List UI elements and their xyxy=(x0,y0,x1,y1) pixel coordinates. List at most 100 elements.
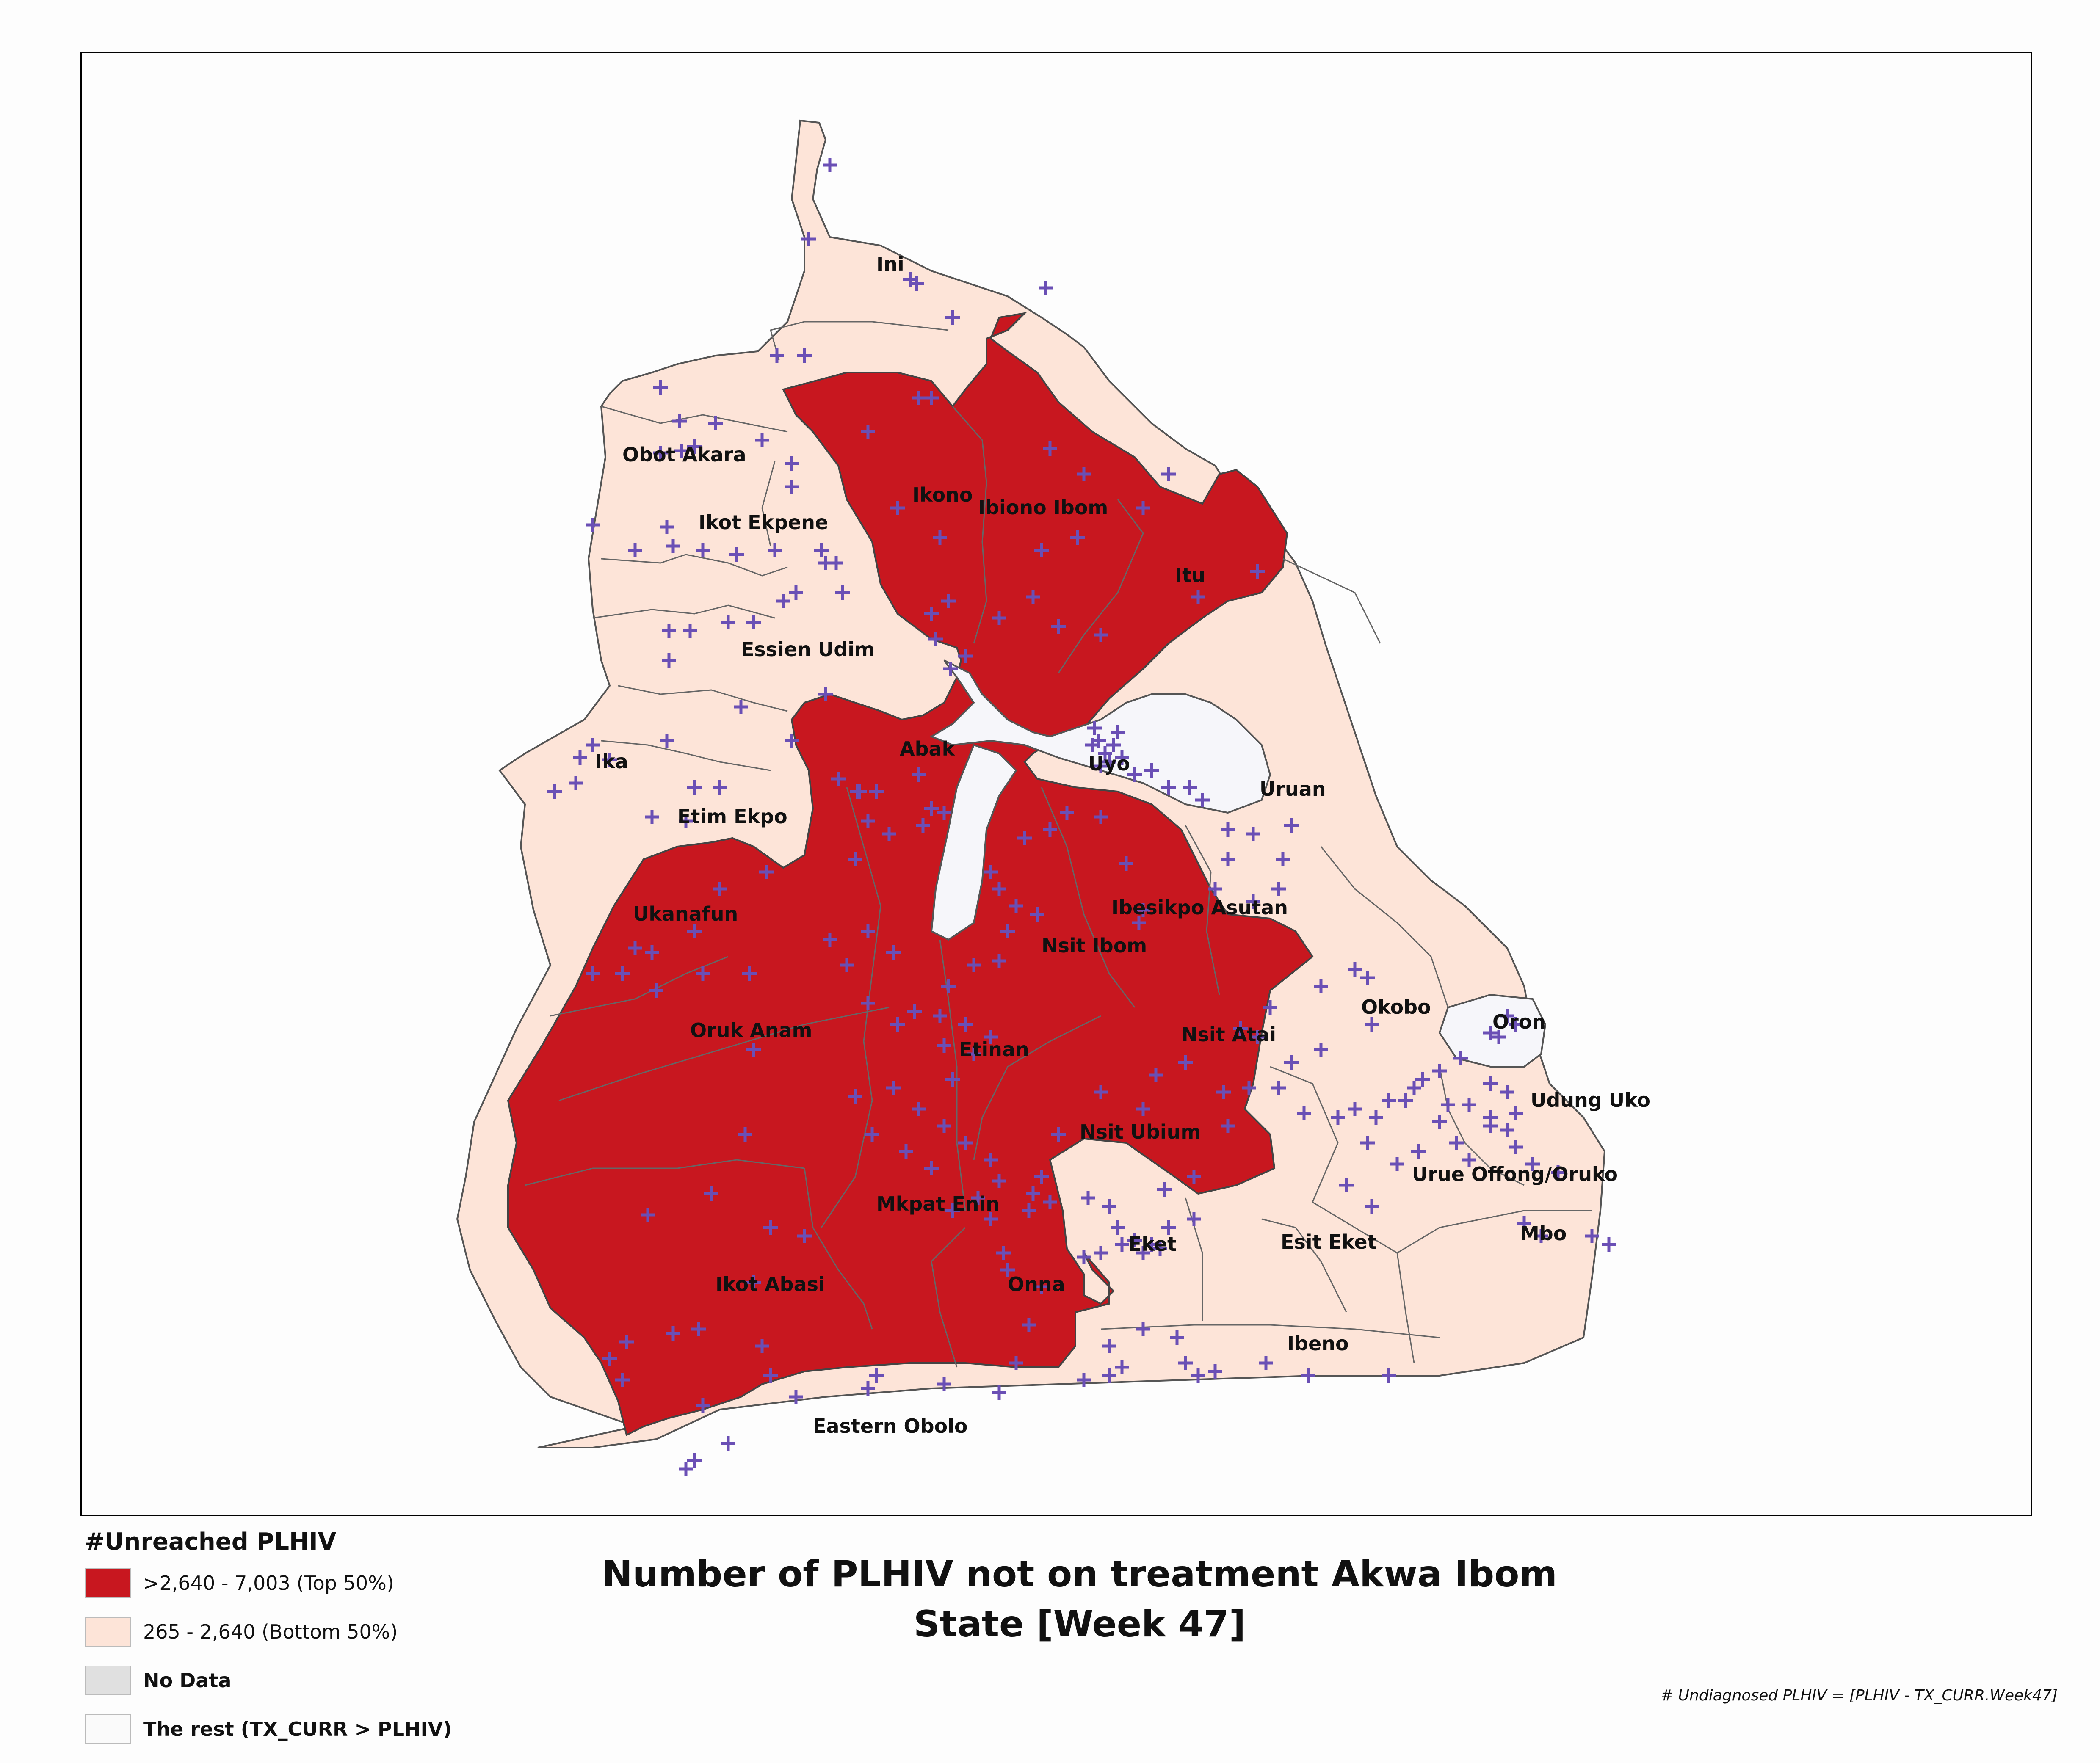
facility-marker xyxy=(1517,1216,1531,1231)
facility-marker xyxy=(602,753,617,767)
facility-marker xyxy=(1111,1220,1125,1235)
facility-marker xyxy=(907,1004,922,1019)
facility-marker xyxy=(1297,1106,1311,1120)
facility-marker xyxy=(653,380,668,395)
facility-marker xyxy=(1187,1170,1201,1184)
lga-label-essien-udim: Essien Udim xyxy=(741,638,875,661)
facility-marker xyxy=(945,1203,960,1218)
facility-marker xyxy=(1106,738,1121,752)
facility-marker xyxy=(1331,1110,1345,1125)
facility-marker xyxy=(1085,738,1100,752)
facility-marker xyxy=(1462,1098,1476,1112)
facility-marker xyxy=(768,543,782,557)
facility-marker xyxy=(569,776,583,790)
facility-marker xyxy=(628,543,642,557)
legend-item-top50: >2,640 - 7,003 (Top 50%) xyxy=(85,1568,550,1598)
facility-marker xyxy=(1348,962,1362,977)
facility-marker xyxy=(687,924,702,938)
facility-marker xyxy=(696,543,710,557)
facility-marker xyxy=(649,983,663,998)
facility-marker xyxy=(755,1339,769,1353)
facility-marker xyxy=(1111,725,1125,739)
facility-marker xyxy=(672,414,687,428)
facility-marker xyxy=(704,1186,718,1201)
lga-label-nsit-ibom: Nsit Ibom xyxy=(1042,934,1147,957)
lga-label-oruk-anam: Oruk Anam xyxy=(690,1019,812,1042)
facility-marker xyxy=(1369,1110,1383,1125)
facility-marker xyxy=(1509,1017,1523,1032)
facility-marker xyxy=(1136,1246,1150,1260)
facility-marker xyxy=(721,615,735,629)
facility-marker xyxy=(1187,1212,1201,1226)
facility-marker xyxy=(1000,924,1015,938)
facility-marker xyxy=(1087,721,1102,735)
facility-marker xyxy=(1483,1026,1498,1040)
facility-marker xyxy=(861,996,875,1010)
facility-marker xyxy=(1178,1356,1193,1370)
lga-label-itu: Itu xyxy=(1175,564,1205,587)
facility-marker xyxy=(1077,1250,1091,1264)
facility-marker xyxy=(1551,1165,1565,1180)
facility-marker xyxy=(909,276,924,291)
facility-marker xyxy=(924,391,939,405)
facility-marker xyxy=(746,1043,761,1057)
facility-marker xyxy=(1509,1140,1523,1154)
lga-label-ikot-ekpene: Ikot Ekpene xyxy=(699,511,828,534)
facility-marker xyxy=(1407,1081,1421,1095)
facility-marker xyxy=(1094,628,1108,642)
facility-marker xyxy=(721,1436,735,1451)
facility-marker xyxy=(1216,1085,1231,1099)
facility-marker xyxy=(1263,1000,1277,1015)
facility-marker xyxy=(1191,590,1205,604)
facility-marker xyxy=(1250,1030,1265,1044)
facility-marker xyxy=(1136,903,1150,917)
lga-labels: Ini Obot Akara Ikot Ekpene Essien Udim I… xyxy=(595,253,1650,1437)
facility-marker xyxy=(662,624,676,638)
facility-marker xyxy=(1462,1153,1476,1167)
facility-marker xyxy=(1098,746,1112,761)
lga-label-eastern-obolo: Eastern Obolo xyxy=(813,1415,967,1437)
facility-marker xyxy=(1411,1144,1426,1159)
facility-marker xyxy=(869,784,884,799)
facility-marker xyxy=(1102,1339,1116,1353)
facility-marker xyxy=(696,1398,710,1413)
facility-marker xyxy=(742,966,757,981)
facility-marker xyxy=(1432,1115,1447,1129)
oron-region xyxy=(1438,993,1547,1068)
facility-marker xyxy=(1284,818,1299,833)
facility-marker xyxy=(967,1047,981,1061)
facility-marker xyxy=(1026,1186,1040,1201)
facility-marker xyxy=(1081,1191,1095,1205)
facility-marker xyxy=(1009,1356,1023,1370)
facility-marker xyxy=(708,416,723,430)
facility-marker xyxy=(1500,1085,1514,1099)
lga-label-ibeno: Ibeno xyxy=(1287,1332,1349,1355)
facility-marker xyxy=(945,310,960,325)
facility-marker xyxy=(1208,882,1222,896)
facility-marker xyxy=(1022,1203,1036,1218)
facility-marker xyxy=(912,391,926,405)
facility-marker xyxy=(1043,1195,1057,1209)
lga-label-mbo: Mbo xyxy=(1520,1222,1567,1245)
facility-marker xyxy=(831,772,846,786)
facility-marker xyxy=(924,801,939,816)
facility-marker xyxy=(755,433,769,447)
footnote: # Undiagnosed PLHIV = [PLHIV - TX_CURR.W… xyxy=(1661,1687,2058,1704)
legend-item-no-data: No Data xyxy=(85,1666,550,1695)
facility-marker xyxy=(1365,1199,1379,1214)
facility-marker xyxy=(1221,1119,1235,1133)
lga-label-uruan: Uruan xyxy=(1260,778,1326,800)
facility-marker xyxy=(660,520,674,534)
facility-marker xyxy=(1094,1246,1108,1260)
facility-marker xyxy=(615,1373,630,1387)
facility-marker xyxy=(1022,1318,1036,1332)
facility-marker xyxy=(1149,1068,1163,1082)
facility-marker xyxy=(1115,1237,1129,1252)
facility-marker xyxy=(586,518,600,532)
facility-marker xyxy=(1449,1136,1464,1150)
facility-marker xyxy=(734,700,748,714)
facility-marker xyxy=(615,966,630,981)
legend-item-bottom50: 265 - 2,640 (Bottom 50%) xyxy=(85,1617,550,1647)
facility-marker xyxy=(1115,750,1129,765)
facility-marker xyxy=(1284,1055,1299,1070)
